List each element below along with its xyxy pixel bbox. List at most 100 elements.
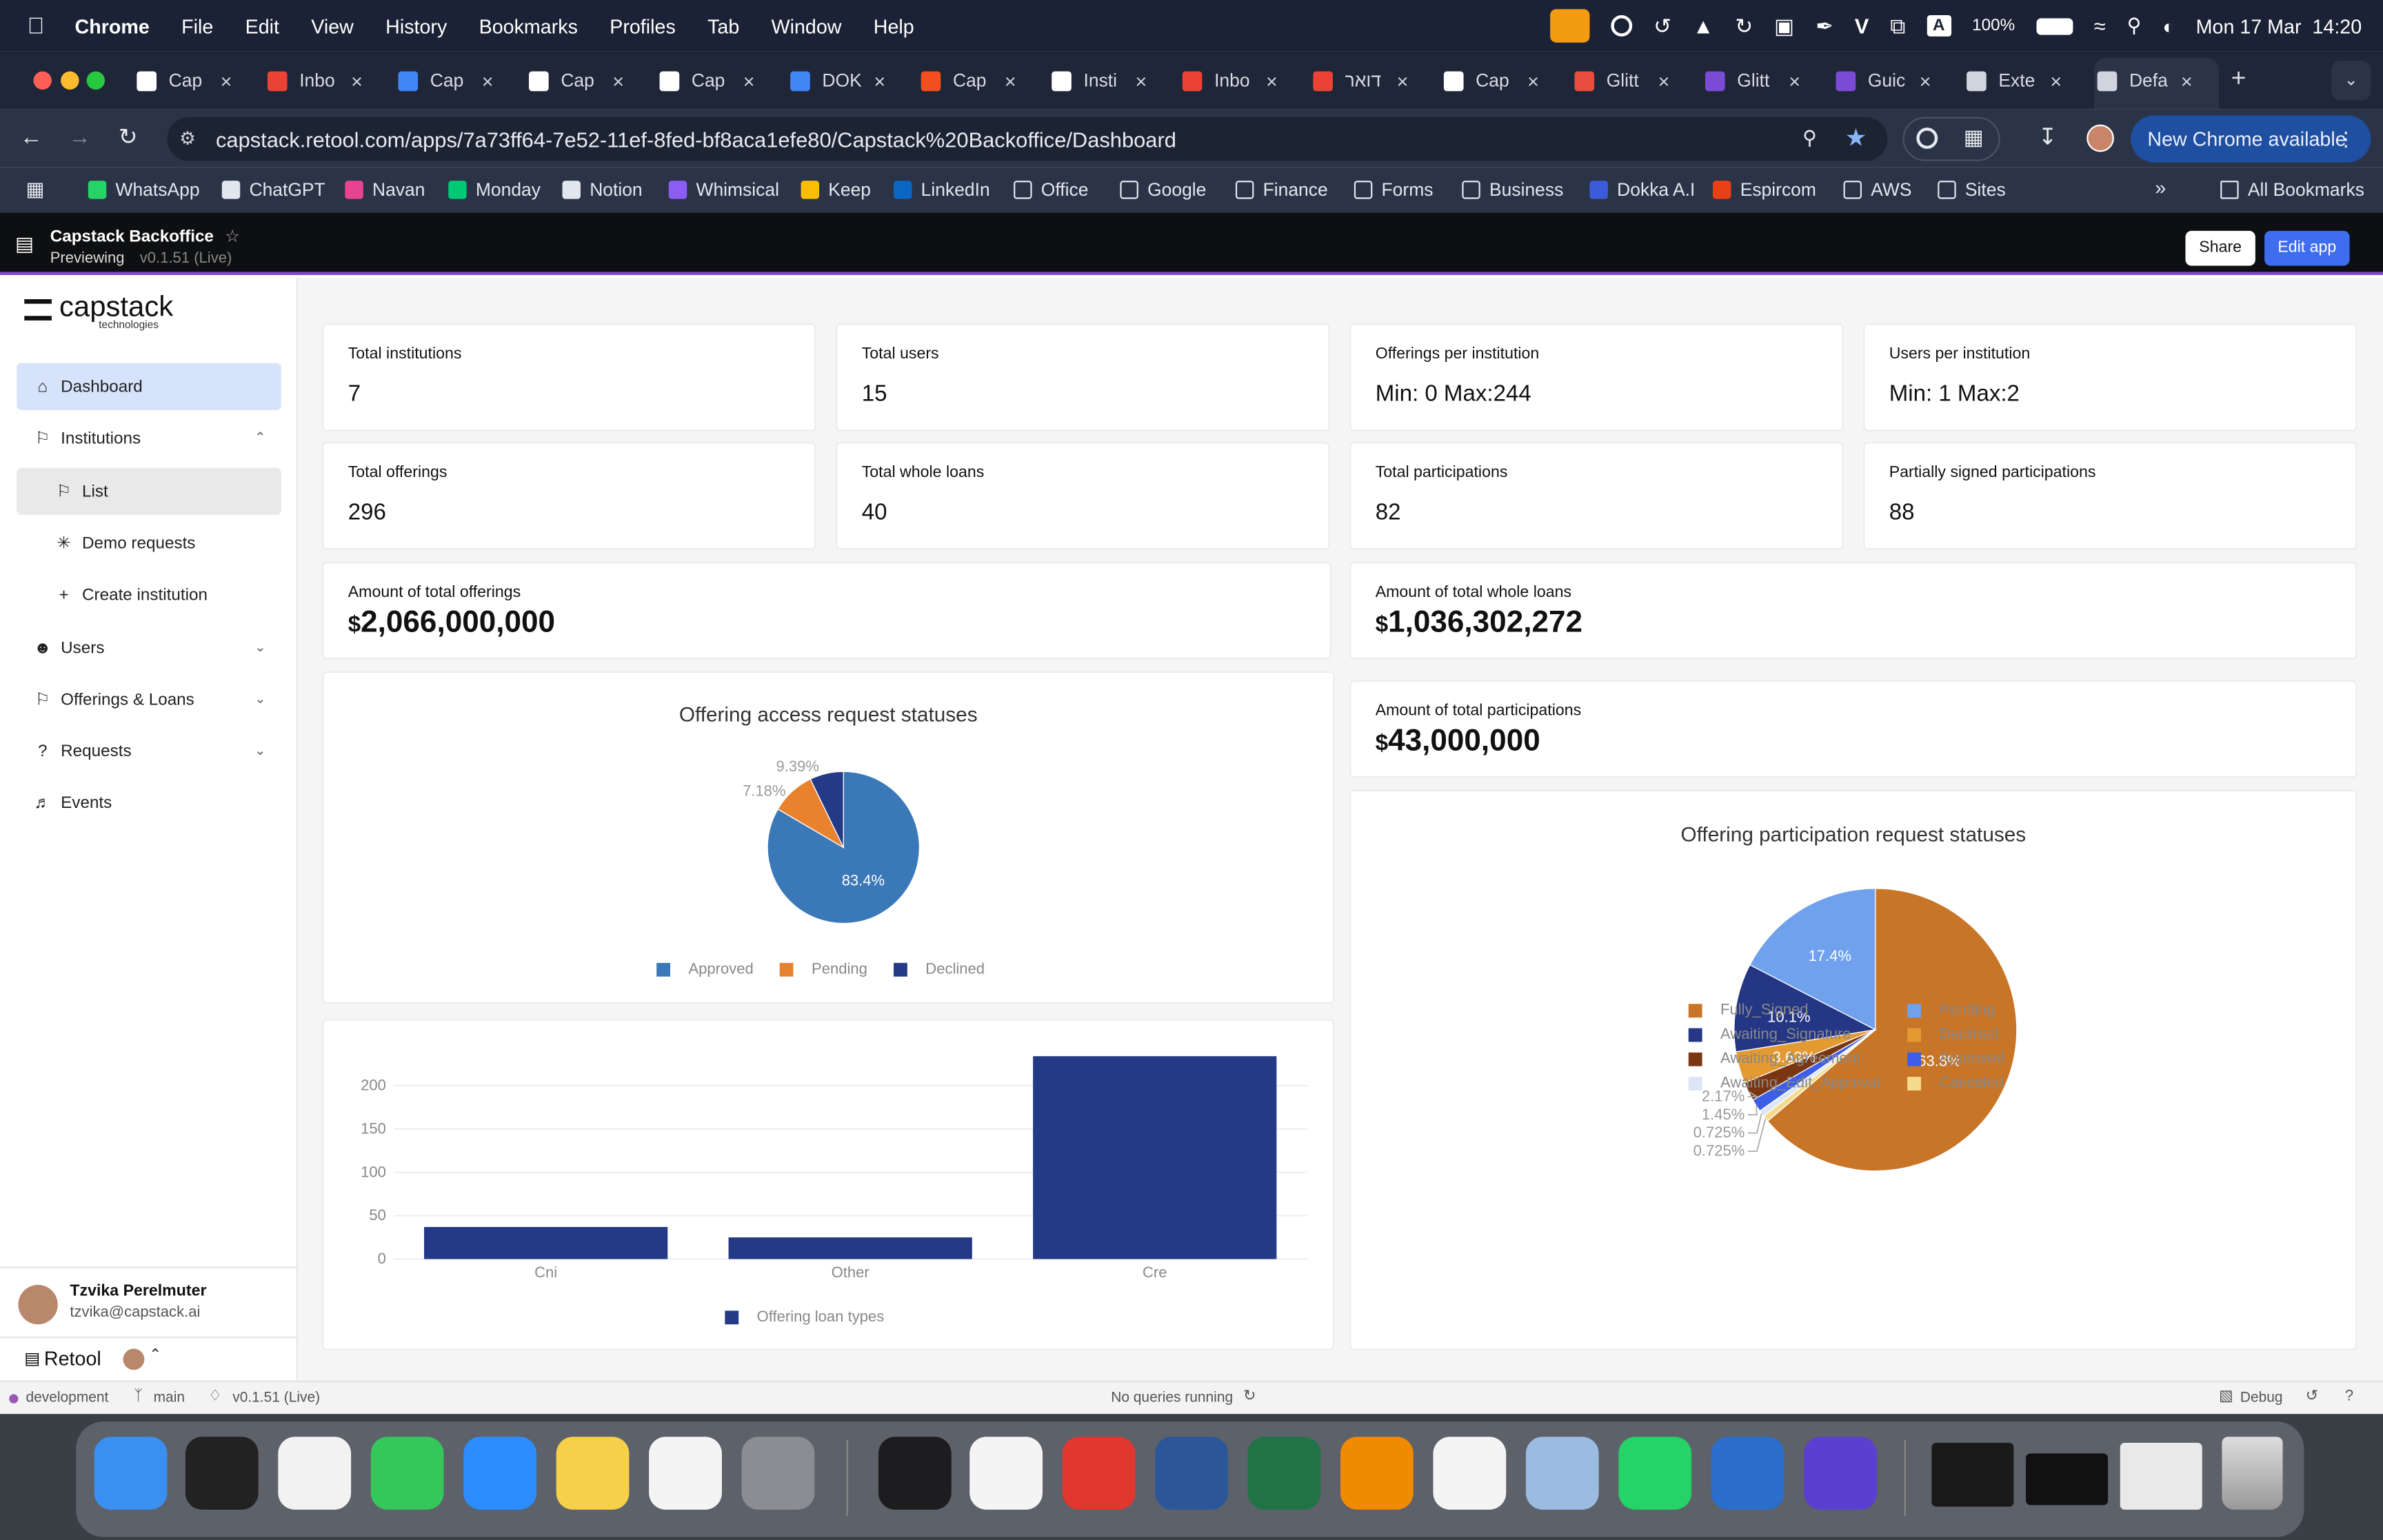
url-text[interactable]: capstack.retool.com/apps/7a73ff64-7e52-1… <box>215 128 1176 152</box>
apps-grid-icon[interactable]: ▦ <box>26 177 45 201</box>
menu-app-name[interactable]: Chrome <box>57 14 150 37</box>
v-icon[interactable]: V <box>1854 13 1869 39</box>
bookmark-item[interactable]: AWS <box>1843 179 1912 201</box>
apple-icon[interactable]:  <box>28 13 45 39</box>
pie-slice-declined[interactable] <box>810 771 844 848</box>
window-close-button[interactable] <box>33 71 52 90</box>
dock-finder-icon[interactable] <box>94 1437 168 1510</box>
sidebar-item-offerings-loans[interactable]: ⚐ Offerings & Loans ⌄ <box>17 676 281 722</box>
user-profile[interactable]: Tzvika Perelmuter tzvika@capstack.ai <box>0 1266 296 1336</box>
sidebar-item-create-institution[interactable]: + Create institution <box>17 571 281 618</box>
tab[interactable]: DOK × <box>790 64 885 97</box>
menu-window[interactable]: Window <box>754 14 842 37</box>
sidebar-item-users[interactable]: ☻ Users ⌄ <box>17 625 281 671</box>
tab-close-icon[interactable]: × <box>874 69 886 92</box>
dock-zoom-icon[interactable] <box>463 1437 537 1510</box>
legend-item[interactable]: Declined <box>1907 1026 1998 1044</box>
pen-icon[interactable]: ✒ <box>1816 12 1833 37</box>
cast-icon[interactable]: ▣ <box>1774 12 1795 37</box>
tab-close-icon[interactable]: × <box>481 69 494 92</box>
tab[interactable]: Glitt × <box>1574 64 1669 97</box>
small-avatar[interactable] <box>123 1348 145 1370</box>
dock-preview-icon[interactable] <box>1525 1437 1599 1510</box>
chevron-up-icon[interactable]: ⌃ <box>149 1347 162 1364</box>
branch-label[interactable]: main <box>153 1389 185 1407</box>
legend-item[interactable]: Awaiting_Signature <box>1688 1026 1851 1044</box>
legend-item[interactable]: Pending <box>1907 1002 1995 1019</box>
tab-close-icon[interactable]: × <box>351 69 363 92</box>
edit-app-button[interactable]: Edit app <box>2264 230 2350 266</box>
help-icon[interactable]: ? <box>2344 1388 2354 1405</box>
legend-item[interactable]: Awaiting_Edit_Approval <box>1688 1075 1880 1092</box>
sidebar-item-demo-requests[interactable]: ✳ Demo requests <box>17 519 281 566</box>
pie-slice-awaiting-signature[interactable] <box>1733 964 1877 1053</box>
bar-other[interactable] <box>728 1237 972 1259</box>
tab-close-icon[interactable]: × <box>1527 69 1539 92</box>
tab[interactable]: Cap × <box>529 64 624 97</box>
history-icon[interactable]: ↺ <box>2305 1388 2319 1405</box>
legend-item[interactable]: Approved <box>1907 1051 2004 1068</box>
upload-icon[interactable]: ▲ <box>1692 13 1714 39</box>
downloads-icon[interactable]: ↧ <box>2038 124 2058 151</box>
bookmark-item[interactable]: Office <box>1014 179 1088 201</box>
new-chrome-available-button[interactable]: New Chrome available ⋮ <box>2131 115 2371 163</box>
dock-terminal-icon[interactable] <box>185 1437 259 1510</box>
release-version-label[interactable]: v0.1.51 (Live) <box>232 1389 321 1407</box>
tab[interactable]: Insti × <box>1052 64 1147 97</box>
bookmark-item[interactable]: WhatsApp <box>88 179 200 201</box>
bookmark-item[interactable]: Finance <box>1235 179 1328 201</box>
menu-file[interactable]: File <box>164 14 213 37</box>
window-icon[interactable]: ⧉ <box>1890 12 1906 37</box>
tab-search-button[interactable]: ⌄ <box>2331 61 2371 101</box>
tab-close-icon[interactable]: × <box>220 69 232 92</box>
bookmark-item[interactable]: Google <box>1120 179 1206 201</box>
spotlight-search-icon[interactable]: ⚲ <box>2126 13 2142 37</box>
minimized-window-thumbnail[interactable] <box>1931 1443 2014 1507</box>
dock-chrome-icon[interactable] <box>278 1437 352 1510</box>
sidebar-item-events[interactable]: ♬ Events <box>17 779 281 826</box>
tab-close-icon[interactable]: × <box>1266 69 1278 92</box>
debug-button[interactable]: Debug <box>2240 1389 2283 1407</box>
menu-profiles[interactable]: Profiles <box>592 14 676 37</box>
microphone-icon[interactable] <box>1550 9 1590 43</box>
control-center-icon[interactable]: ◐ <box>2162 14 2175 37</box>
dock-whatsapp-icon[interactable] <box>1618 1437 1692 1510</box>
tab-close-icon[interactable]: × <box>2050 69 2062 92</box>
menu-history[interactable]: History <box>368 14 447 37</box>
sync-icon[interactable]: ↺ <box>1653 12 1672 37</box>
tab[interactable]: Cap × <box>137 64 232 97</box>
tab[interactable]: Cap × <box>1443 64 1539 97</box>
legend-item-approved[interactable]: Approved <box>656 962 754 978</box>
tab[interactable]: Glitt × <box>1705 64 1800 97</box>
sidebar-item-institutions[interactable]: ⚐ Institutions ⌃ <box>17 414 281 461</box>
tab-close-icon[interactable]: × <box>1658 69 1670 92</box>
share-button[interactable]: Share <box>2185 230 2255 266</box>
password-manager-icon[interactable] <box>1916 128 1938 149</box>
tab-close-icon[interactable]: × <box>1919 69 1931 92</box>
legend-item-pending[interactable]: Pending <box>779 962 867 978</box>
bar-cni[interactable] <box>424 1226 668 1259</box>
back-button[interactable]: ← <box>19 124 43 151</box>
battery-icon[interactable] <box>2036 17 2073 34</box>
pie-slice-pending[interactable] <box>1749 888 1876 1031</box>
sidebar-item-requests[interactable]: ? Requests ⌄ <box>17 727 281 774</box>
bookmark-item[interactable]: Whimsical <box>668 179 779 201</box>
tab-close-icon[interactable]: × <box>612 69 624 92</box>
reload-button[interactable]: ↻ <box>118 124 138 151</box>
bookmark-item[interactable]: Sites <box>1938 179 2006 201</box>
tab-close-icon[interactable]: × <box>743 69 755 92</box>
window-minimize-button[interactable] <box>61 71 79 90</box>
dock-messages-icon[interactable] <box>370 1437 444 1510</box>
status-icon[interactable] <box>1611 15 1633 37</box>
zoom-search-icon[interactable]: ⚲ <box>1802 125 1818 149</box>
bookmark-item[interactable]: Keep <box>801 179 871 201</box>
pie-slice-fully-signed[interactable] <box>1767 888 2018 1172</box>
tab-close-icon[interactable]: × <box>2180 69 2193 92</box>
tab-close-icon[interactable]: × <box>1396 69 1409 92</box>
menu-tab[interactable]: Tab <box>690 14 739 37</box>
bookmark-item[interactable]: Dokka A.I <box>1589 179 1695 201</box>
site-info-icon[interactable]: ⚙ <box>179 128 196 149</box>
clock-datetime[interactable]: Mon 17 Mar 14:20 <box>2195 14 2362 37</box>
dock-pdf-icon[interactable] <box>1062 1437 1136 1510</box>
bookmarks-overflow-icon[interactable]: » <box>2155 176 2166 199</box>
